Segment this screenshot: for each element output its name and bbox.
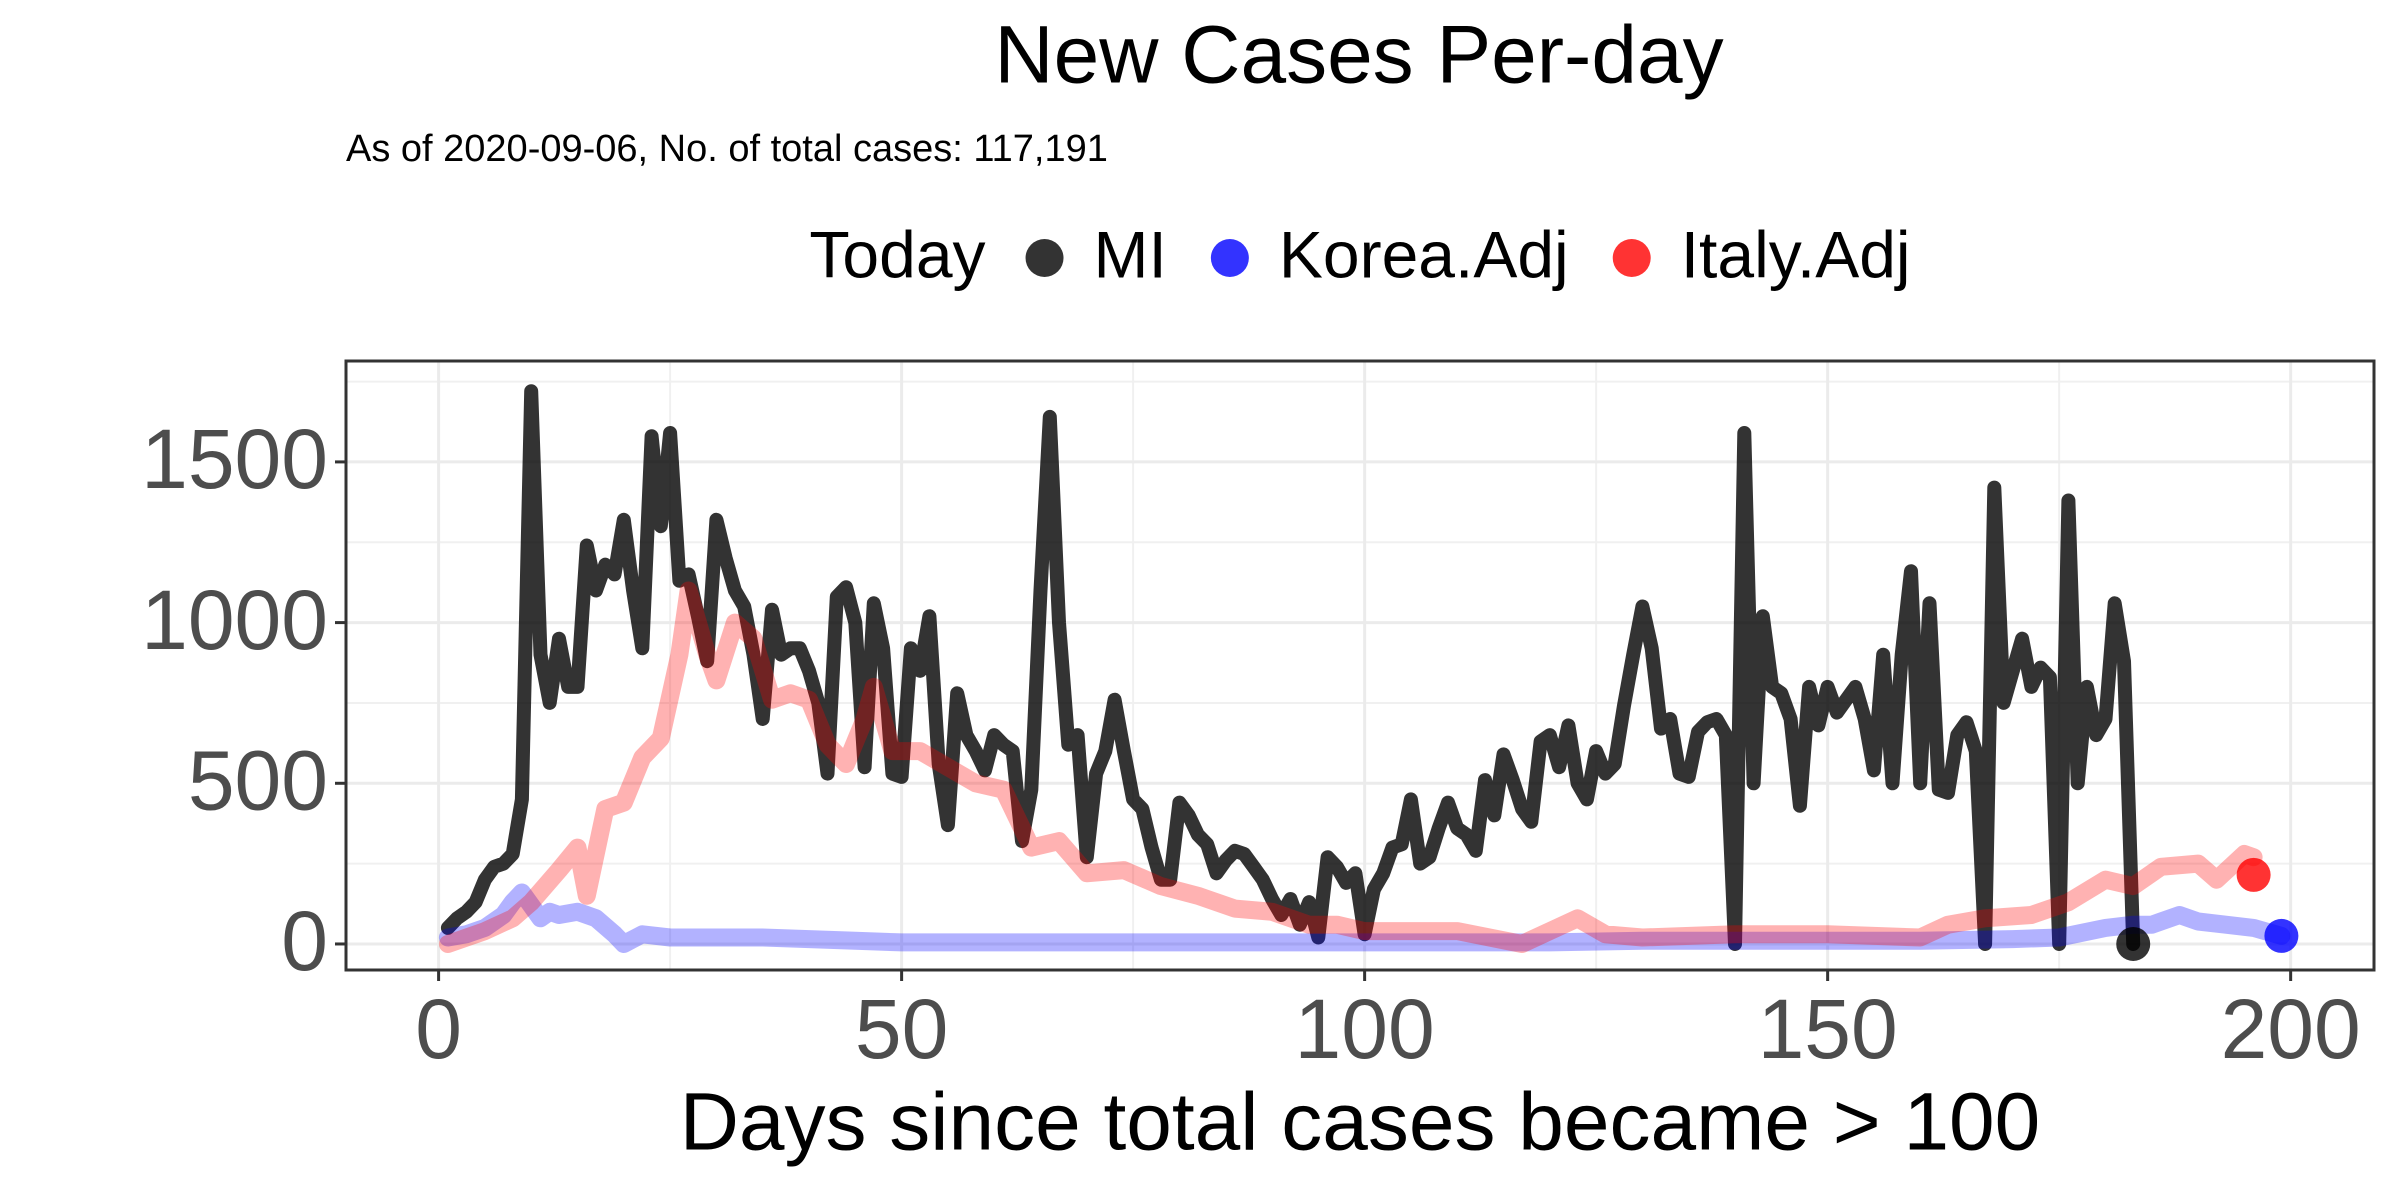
x-tick-label: 150 — [1758, 982, 1898, 1076]
x-tick-label: 200 — [2221, 982, 2361, 1076]
legend-key — [1210, 239, 1249, 277]
today-point — [2236, 857, 2271, 892]
series-line — [438, 883, 2291, 953]
plot-area: 0 50 100 150 200 0 500 1000 1500 — [141, 359, 2376, 1076]
x-tick-label: 50 — [855, 982, 948, 1076]
legend-key — [1612, 239, 1651, 277]
today-point — [2116, 926, 2151, 961]
y-tick-label: 0 — [281, 894, 328, 988]
legend-label: Italy.Adj — [1681, 217, 1911, 291]
today-point — [2264, 918, 2299, 953]
y-tick-label: 500 — [188, 733, 328, 827]
legend-label: MI — [1094, 217, 1167, 291]
legend-title: Today — [809, 217, 985, 291]
chart-subtitle: As of 2020-09-06, No. of total cases: 11… — [346, 128, 1108, 170]
legend: Today MI Korea.Adj Italy.Adj — [809, 217, 1910, 291]
x-tick-label: 0 — [415, 982, 462, 1076]
x-axis-title: Days since total cases became > 100 — [680, 1077, 2041, 1168]
legend-label: Korea.Adj — [1279, 217, 1569, 291]
legend-key — [1025, 239, 1064, 277]
x-tick-label: 100 — [1295, 982, 1435, 1076]
y-tick-label: 1000 — [141, 573, 328, 667]
series-line — [440, 384, 2141, 951]
series-line — [438, 581, 2263, 953]
y-tick-label: 1500 — [141, 412, 328, 506]
chart-title: New Cases Per-day — [994, 10, 1723, 101]
panel-border — [344, 359, 2376, 972]
